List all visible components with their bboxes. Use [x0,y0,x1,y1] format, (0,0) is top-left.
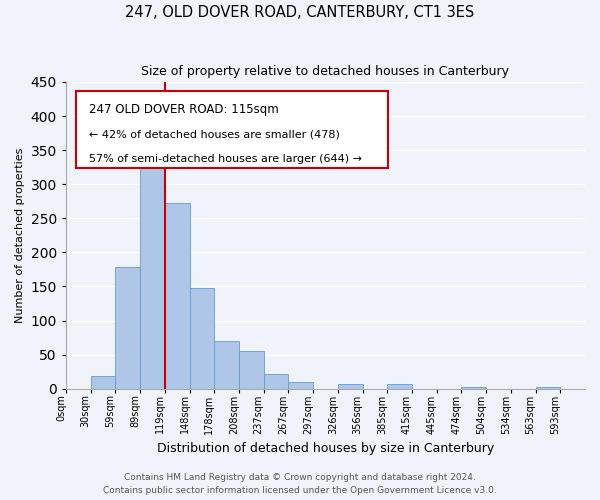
Text: Contains HM Land Registry data © Crown copyright and database right 2024.
Contai: Contains HM Land Registry data © Crown c… [103,474,497,495]
Bar [190,288,214,388]
Bar [91,376,115,388]
Bar [239,351,263,389]
Bar [387,384,412,388]
Title: Size of property relative to detached houses in Canterbury: Size of property relative to detached ho… [142,65,509,78]
Bar [140,150,165,388]
Bar [165,202,190,388]
X-axis label: Distribution of detached houses by size in Canterbury: Distribution of detached houses by size … [157,442,494,455]
Bar [338,384,362,388]
FancyBboxPatch shape [76,91,388,168]
Bar [263,374,289,388]
Y-axis label: Number of detached properties: Number of detached properties [15,148,25,323]
Bar [214,341,239,388]
Text: ← 42% of detached houses are smaller (478): ← 42% of detached houses are smaller (47… [89,130,340,140]
Text: 57% of semi-detached houses are larger (644) →: 57% of semi-detached houses are larger (… [89,154,362,164]
Bar [289,382,313,388]
Bar [115,268,140,388]
Text: 247, OLD DOVER ROAD, CANTERBURY, CT1 3ES: 247, OLD DOVER ROAD, CANTERBURY, CT1 3ES [125,5,475,20]
Text: 247 OLD DOVER ROAD: 115sqm: 247 OLD DOVER ROAD: 115sqm [89,104,279,117]
